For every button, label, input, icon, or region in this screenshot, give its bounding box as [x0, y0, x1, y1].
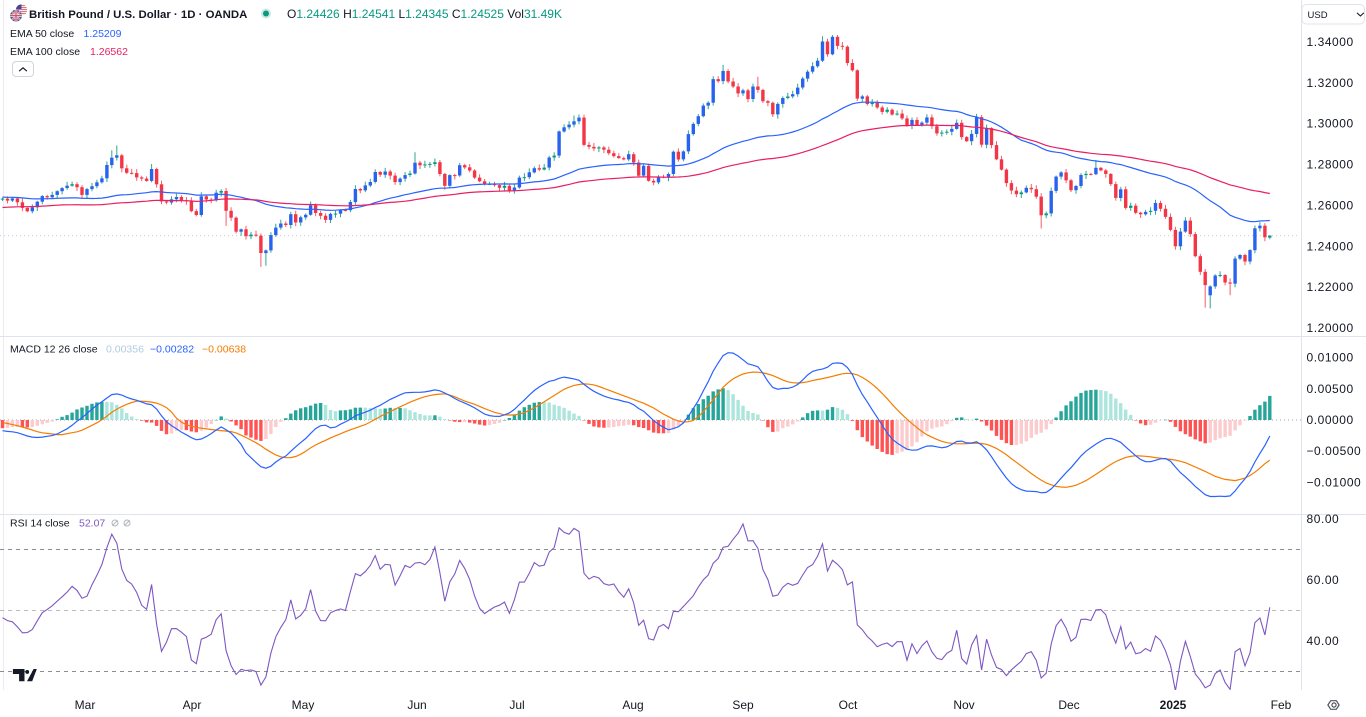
- svg-text:Apr: Apr: [183, 698, 202, 712]
- svg-text:USD: USD: [1308, 10, 1328, 21]
- svg-text:1.24000: 1.24000: [1307, 239, 1354, 253]
- svg-text:Jul: Jul: [509, 698, 524, 712]
- svg-text:1.30000: 1.30000: [1307, 117, 1354, 131]
- svg-text:Dec: Dec: [1058, 698, 1079, 712]
- svg-text:60.00: 60.00: [1307, 573, 1340, 587]
- svg-text:Jun: Jun: [407, 698, 426, 712]
- svg-text:0.00356: 0.00356: [106, 344, 144, 356]
- svg-text:0.01000: 0.01000: [1307, 351, 1354, 365]
- svg-text:0.00500: 0.00500: [1307, 382, 1354, 396]
- svg-text:RSI 14 close: RSI 14 close: [10, 518, 70, 530]
- svg-text:EMA 100 close: EMA 100 close: [10, 46, 80, 58]
- svg-text:1.28000: 1.28000: [1307, 158, 1354, 172]
- svg-text:Oct: Oct: [839, 698, 858, 712]
- svg-text:Nov: Nov: [953, 698, 974, 712]
- svg-text:Aug: Aug: [622, 698, 643, 712]
- svg-text:40.00: 40.00: [1307, 634, 1340, 648]
- svg-text:British Pound / U.S. Dollar ·: British Pound / U.S. Dollar · 1D · OANDA: [29, 9, 247, 21]
- svg-text:O1.24426 H1.24541 L1.24345 C1.: O1.24426 H1.24541 L1.24345 C1.24525 Vol3…: [287, 7, 562, 21]
- svg-text:80.00: 80.00: [1307, 512, 1340, 526]
- svg-text:−0.01000: −0.01000: [1307, 476, 1362, 490]
- svg-text:2025: 2025: [1160, 698, 1187, 712]
- svg-text:EMA 50 close: EMA 50 close: [10, 28, 74, 40]
- svg-text:1.22000: 1.22000: [1307, 280, 1354, 294]
- svg-text:−0.00282: −0.00282: [150, 344, 194, 356]
- svg-text:1.20000: 1.20000: [1307, 321, 1354, 335]
- svg-text:52.07: 52.07: [79, 518, 105, 530]
- svg-text:1.32000: 1.32000: [1307, 76, 1354, 90]
- svg-text:MACD 12 26 close: MACD 12 26 close: [10, 344, 98, 356]
- svg-text:1.26562: 1.26562: [90, 46, 128, 58]
- svg-text:−0.00500: −0.00500: [1307, 444, 1362, 458]
- svg-text:0.00000: 0.00000: [1307, 413, 1354, 427]
- svg-text:1.25209: 1.25209: [84, 28, 122, 40]
- svg-text:1.26000: 1.26000: [1307, 198, 1354, 212]
- svg-text:1.34000: 1.34000: [1307, 35, 1354, 49]
- svg-text:Mar: Mar: [75, 698, 96, 712]
- svg-text:Sep: Sep: [732, 698, 754, 712]
- svg-text:May: May: [292, 698, 315, 712]
- svg-text:−0.00638: −0.00638: [202, 344, 246, 356]
- svg-text:Feb: Feb: [1271, 698, 1292, 712]
